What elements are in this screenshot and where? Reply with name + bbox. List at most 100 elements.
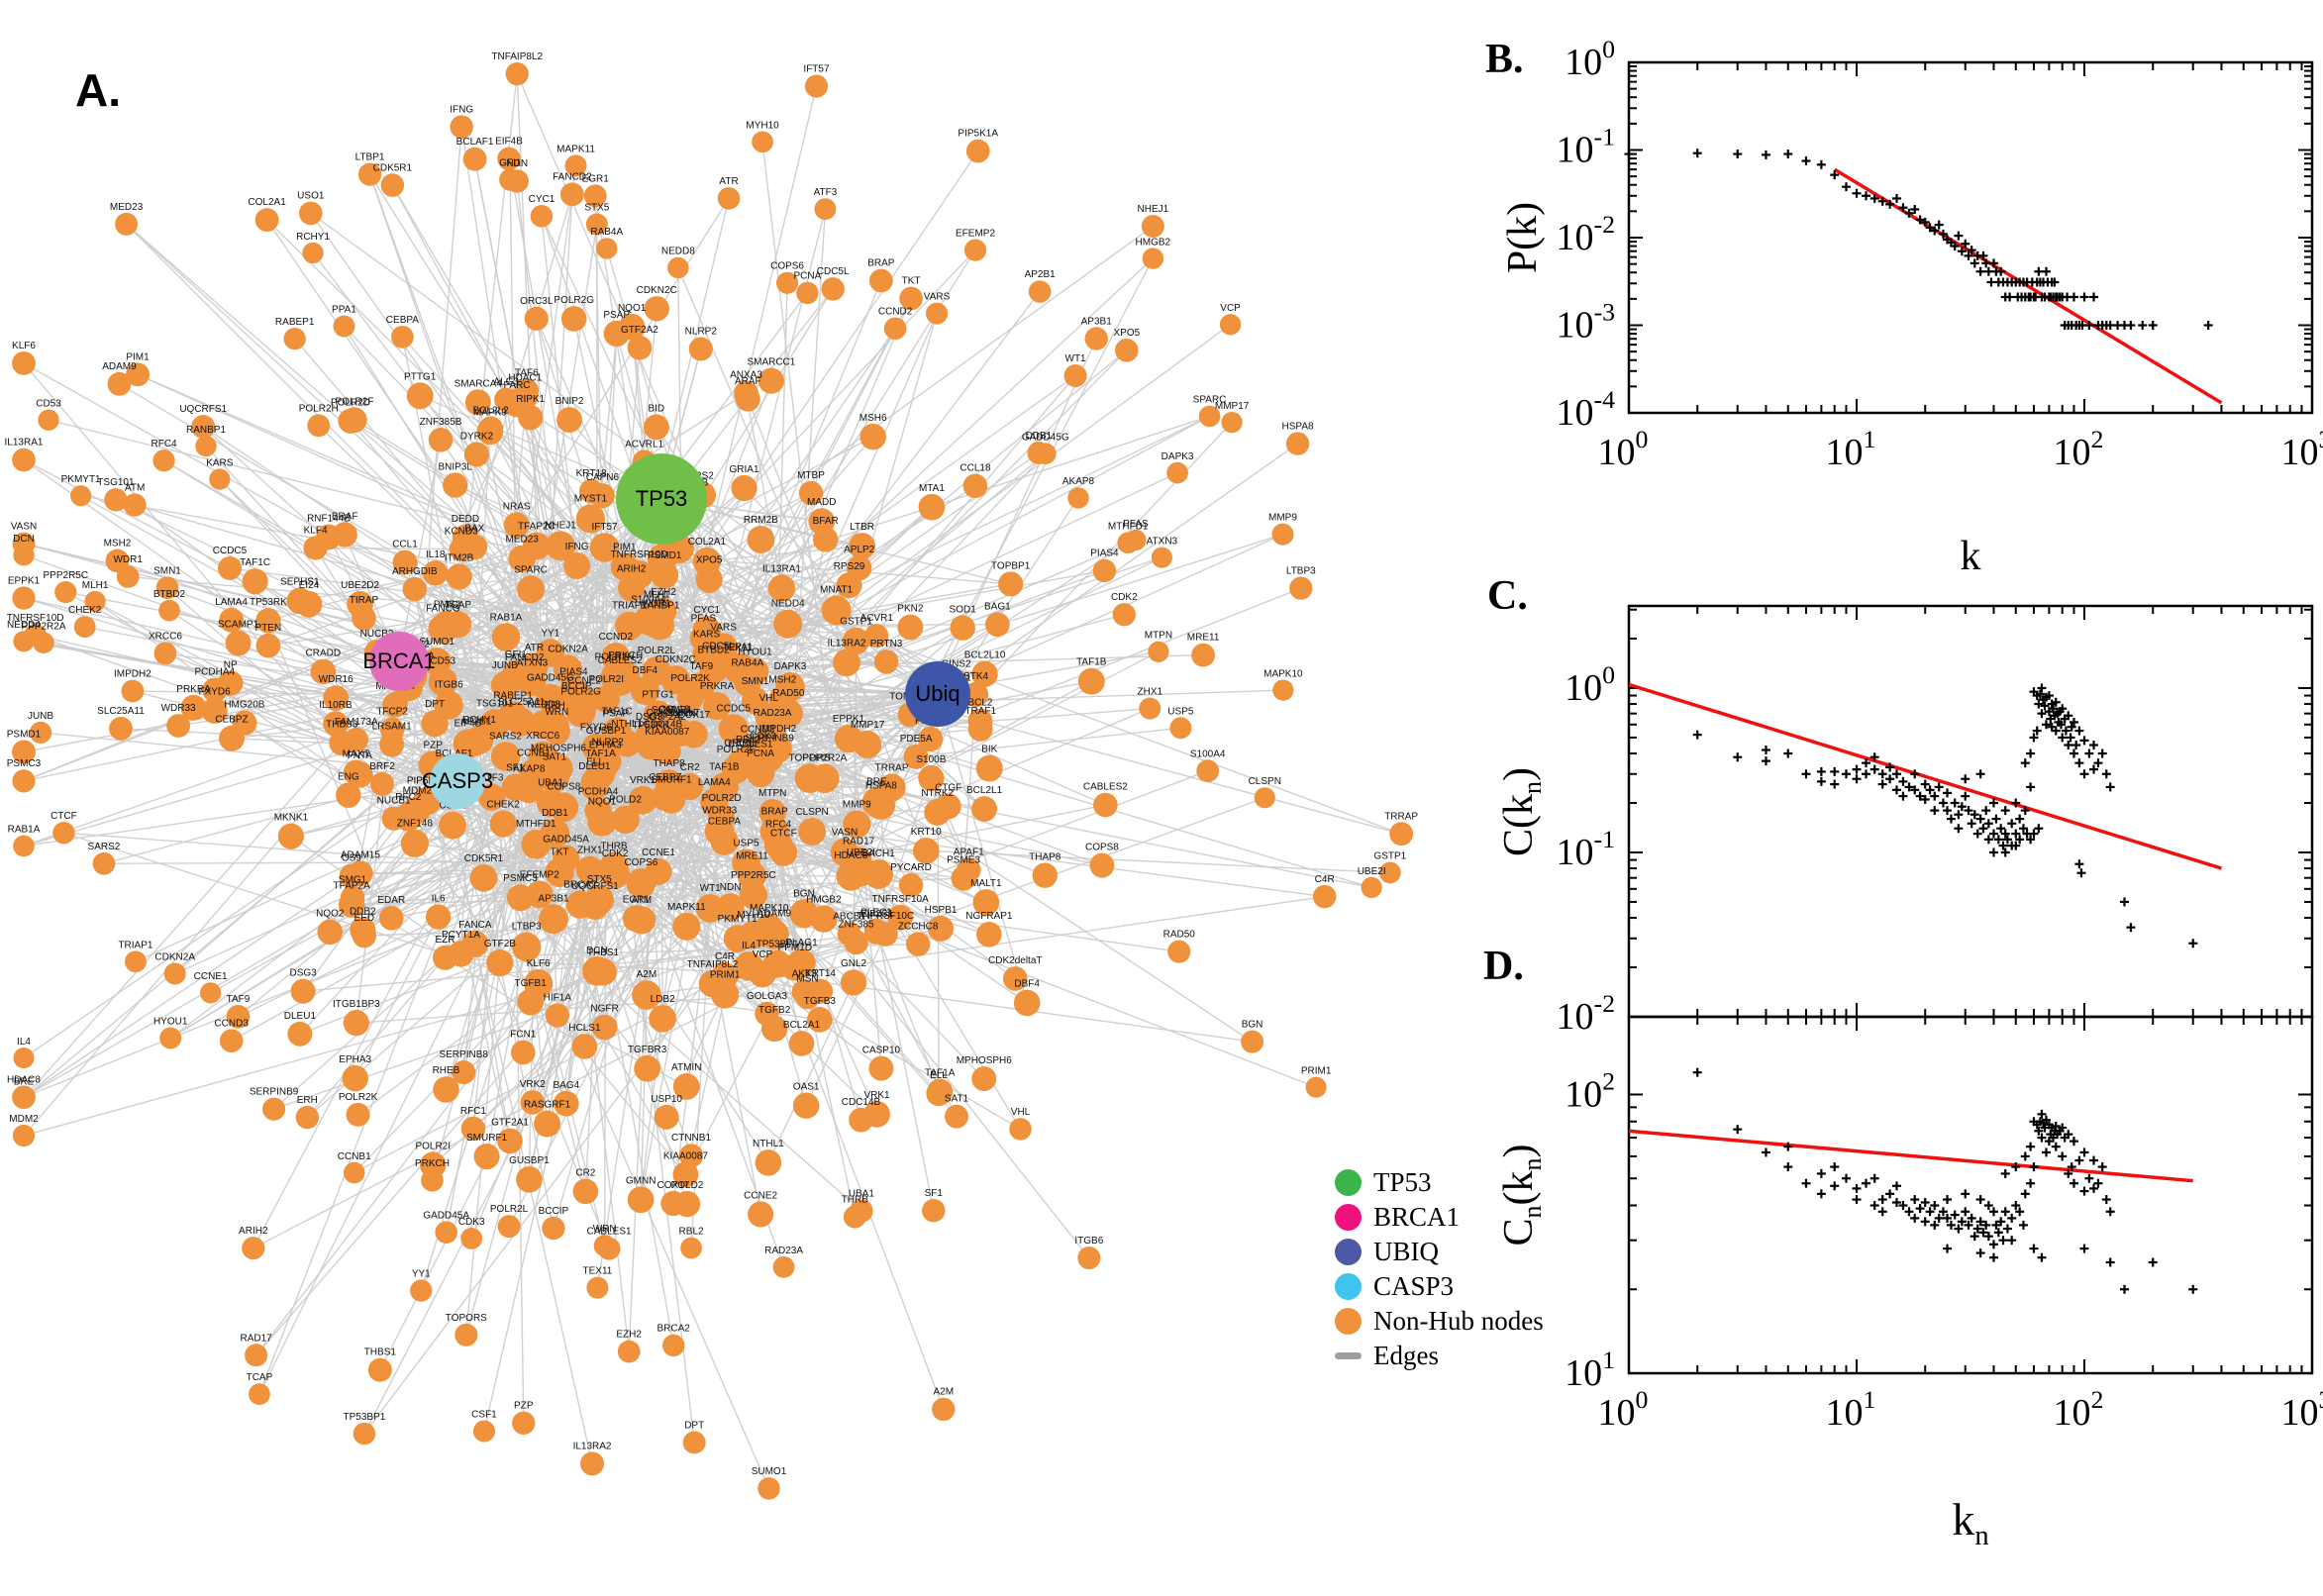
gene-label: GADD45G	[1022, 432, 1069, 443]
network-node	[159, 1027, 182, 1049]
network-node	[758, 1477, 780, 1500]
gene-label: LTBP3	[512, 922, 542, 933]
gene-label: SMN1	[153, 565, 181, 576]
network-node	[672, 1161, 699, 1188]
axis-ticks	[1628, 1017, 2313, 1374]
network-node	[950, 615, 975, 641]
gene-label: BRAP	[761, 806, 789, 817]
gene-label: EIF4B	[495, 137, 523, 148]
legend-item-ubiq: UBIQ	[1335, 1237, 1544, 1266]
gene-label: TEX11	[583, 1266, 613, 1277]
gene-label: PSMC3	[503, 873, 538, 884]
network-node	[452, 524, 479, 551]
gene-label: IL13RA1	[5, 438, 44, 449]
network-node	[261, 1097, 286, 1121]
gene-label: BRE	[866, 776, 887, 787]
axis-tick-label: 10-1	[1556, 122, 1615, 170]
network-node	[298, 201, 323, 226]
network-node	[1378, 861, 1401, 884]
network-node	[38, 409, 59, 431]
network-node	[672, 912, 701, 941]
gene-label: PCDHA4	[195, 667, 236, 678]
gene-label: MED23	[110, 202, 144, 213]
gene-label: MYH10	[737, 910, 770, 921]
gene-label: SLC25A11	[498, 697, 546, 708]
gene-label: RAD23A	[764, 1246, 803, 1256]
gene-label: TOPBP1	[991, 560, 1031, 571]
gene-label: TSG101	[97, 477, 135, 488]
gene-label: CEBPZ	[649, 772, 681, 783]
gene-label: RABEP1	[493, 690, 533, 701]
gene-label: RFC4	[765, 820, 792, 831]
gene-label: BRE	[14, 1076, 35, 1087]
network-node	[469, 863, 498, 892]
gene-label: DLEU1	[578, 761, 611, 772]
gene-label: PRKRA	[700, 681, 735, 692]
gene-label: TAF1A	[585, 748, 616, 759]
network-node	[807, 1007, 833, 1033]
axis-tick-label: 10-2	[1556, 989, 1615, 1038]
network-node	[13, 1047, 35, 1069]
axis-tick-label: 100	[1565, 35, 1615, 83]
panel-a-label: A.	[75, 64, 121, 116]
gene-label: IMPDH2	[758, 724, 796, 735]
gene-label: RFC1	[460, 1106, 487, 1117]
gene-label: FANCG	[426, 603, 460, 614]
axis-tick-label: 102	[1565, 1066, 1615, 1115]
gene-label: SMG1	[339, 874, 367, 885]
network-node	[572, 1178, 599, 1205]
network-node	[703, 691, 732, 721]
gene-label: EPPK1	[833, 714, 865, 725]
network-node	[749, 959, 776, 988]
network-node	[1198, 405, 1221, 428]
network-node	[12, 1124, 36, 1147]
network-node	[965, 139, 990, 163]
network-node	[883, 317, 907, 341]
gene-label: USP5	[733, 838, 759, 848]
network-node	[553, 1090, 579, 1117]
network-node	[682, 1431, 706, 1454]
gene-label: A2M	[637, 969, 657, 980]
gene-label: CASP10	[862, 1046, 901, 1056]
gene-label: RCHY1	[462, 715, 496, 726]
gene-label: RBL2	[679, 1227, 704, 1238]
network-node	[226, 1005, 251, 1029]
network-node	[748, 1201, 774, 1228]
gene-label: CAPN6	[586, 472, 620, 483]
network-node	[1271, 523, 1294, 546]
network-node	[29, 721, 52, 745]
network-node	[922, 1198, 946, 1223]
network-node	[446, 563, 472, 590]
gene-label: GFI1	[499, 157, 522, 168]
gene-label: CCND3	[214, 1018, 249, 1029]
network-node	[432, 945, 458, 970]
network-node	[201, 697, 228, 724]
gene-label: PLAG1	[785, 938, 818, 948]
axis-tick-label: 100	[1598, 425, 1649, 473]
network-node	[976, 921, 1002, 948]
gene-label: STX5	[587, 874, 612, 885]
gene-label: RANBP1	[640, 601, 679, 612]
network-node	[868, 268, 893, 293]
network-node	[899, 286, 923, 311]
gene-label: ITGB6	[1074, 1236, 1103, 1247]
gene-label: RAB1A	[490, 612, 523, 623]
gene-label: BRAP	[867, 258, 895, 269]
gene-label: SMARCC1	[747, 357, 795, 368]
node-swatch-icon	[1335, 1238, 1362, 1265]
network-node	[529, 710, 558, 740]
gene-label: TRIAP1	[118, 940, 152, 950]
gene-label: SOD1	[950, 604, 977, 615]
panel-c-ylabel: C(kn)	[1496, 767, 1547, 856]
gene-label: PSME3	[947, 854, 980, 865]
gene-label: ATMIN	[671, 1062, 701, 1073]
gene-label: MYST1	[574, 493, 608, 504]
network-node	[501, 773, 529, 801]
network-node	[218, 555, 243, 580]
gene-label: BNIP3L	[438, 461, 472, 472]
gene-label: AKT3	[792, 968, 817, 979]
gene-label: VRK1	[863, 1090, 890, 1101]
network-node	[643, 414, 669, 441]
network-node	[601, 643, 631, 671]
network-node	[846, 554, 872, 581]
